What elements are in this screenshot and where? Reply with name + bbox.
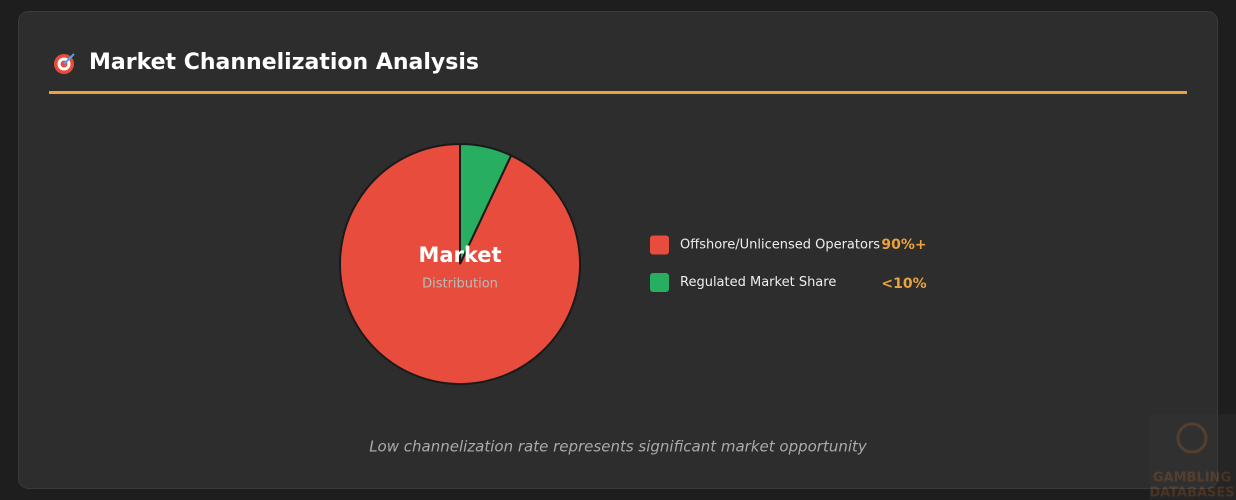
watermark: GAMBLING DATABASES xyxy=(1149,414,1236,500)
pie-center-subtitle: Distribution xyxy=(422,277,498,292)
legend-swatch xyxy=(650,235,669,255)
legend-value: 90%+ xyxy=(881,237,926,253)
footnote: Low channelization rate represents signi… xyxy=(369,438,868,456)
legend-label: Regulated Market Share xyxy=(680,275,836,290)
watermark-line: DATABASES xyxy=(1149,486,1234,500)
legend-swatch xyxy=(650,273,669,292)
legend-value: <10% xyxy=(881,276,926,292)
card xyxy=(18,11,1218,489)
pie-slice xyxy=(459,142,513,265)
pie xyxy=(339,142,581,385)
legend-label: Offshore/Unlicensed Operators xyxy=(680,238,880,253)
title-underline xyxy=(49,91,1187,94)
pie-center-title: Market xyxy=(418,243,501,267)
legend: Offshore/Unlicensed Operators 90%+ Regulat… xyxy=(650,235,927,292)
title: Market Channelization Analysis xyxy=(89,50,479,75)
watermark-line: GAMBLING xyxy=(1153,471,1231,486)
target-icon xyxy=(54,53,75,74)
